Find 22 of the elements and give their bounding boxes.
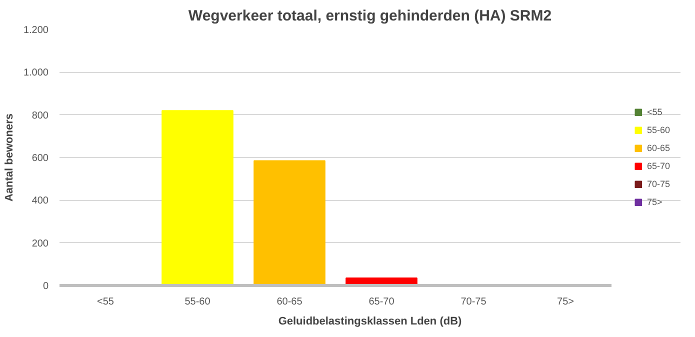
- y-tick-label: 600: [32, 153, 49, 164]
- y-tick-label: 400: [32, 196, 49, 207]
- legend-label: 70-75: [646, 178, 670, 191]
- y-tick-label: 1.000: [23, 68, 49, 79]
- legend-label: 65-70: [646, 160, 670, 173]
- legend-label: 60-65: [646, 142, 670, 155]
- x-tick-label: <55: [97, 296, 114, 308]
- y-tick-label: 200: [32, 238, 49, 250]
- legend-label: 55-60: [646, 124, 670, 137]
- y-axis-title: Aantal bewoners: [3, 113, 16, 202]
- x-tick-label: 75>: [557, 296, 574, 308]
- y-tick-label: 1.200: [23, 25, 49, 36]
- x-tick-label: 55-60: [184, 296, 211, 308]
- x-tick-label: 60-65: [276, 296, 303, 308]
- legend-label: 75>: [646, 196, 664, 209]
- x-tick-label: 70-75: [460, 296, 487, 308]
- legend-label: <55: [646, 106, 664, 119]
- y-tick-label: 800: [32, 110, 49, 122]
- x-axis-title: Geluidbelastingsklassen Lden (dB): [278, 316, 462, 328]
- y-tick-label: 0: [42, 281, 49, 292]
- chart-title: Wegverkeer totaal, ernstig gehinderden (HA) SRM2: [188, 8, 552, 24]
- x-tick-label: 65-70: [368, 296, 395, 308]
